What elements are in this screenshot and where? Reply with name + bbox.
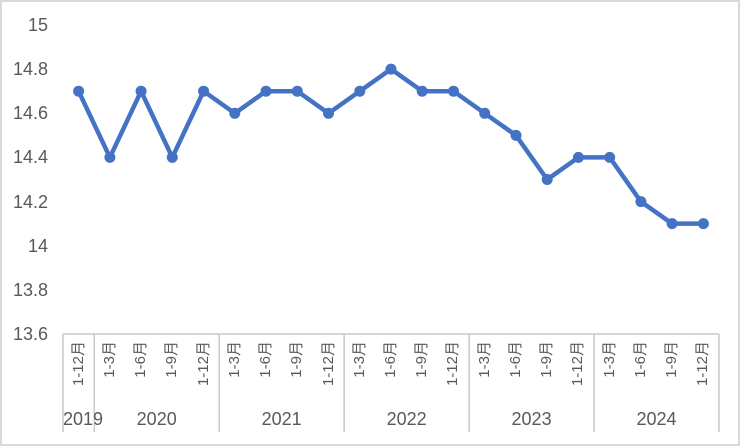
x-axis-month-label: 1-6月 xyxy=(382,341,399,378)
y-axis-tick-label: 14.2 xyxy=(12,191,48,212)
y-axis-tick-label: 14.8 xyxy=(12,59,48,80)
y-axis-tick-label: 15 xyxy=(27,15,48,35)
data-point-marker xyxy=(604,151,616,163)
x-axis-month-label: 1-6月 xyxy=(631,341,649,378)
data-point-marker xyxy=(541,174,553,185)
y-axis-tick-label: 13.6 xyxy=(12,324,48,344)
data-point-marker xyxy=(260,85,272,97)
x-axis-month-label: 1-3月 xyxy=(100,341,118,378)
data-point-marker xyxy=(697,218,709,230)
x-axis-year-label: 2024 xyxy=(636,409,677,429)
data-point-marker xyxy=(135,85,147,97)
data-point-marker xyxy=(666,218,678,230)
y-axis-tick-label: 14.4 xyxy=(12,147,48,168)
data-point-marker xyxy=(323,107,334,119)
y-axis-tick-label: 14 xyxy=(27,235,48,256)
x-axis-month-label: 1-3月 xyxy=(475,341,493,378)
data-point-marker xyxy=(385,63,397,75)
x-axis-year-label: 2022 xyxy=(386,409,427,429)
data-point-marker xyxy=(572,151,584,163)
data-point-marker xyxy=(166,151,178,163)
data-point-marker xyxy=(73,85,85,97)
x-axis-month-label: 1-6月 xyxy=(257,341,275,378)
x-axis-year-label: 2020 xyxy=(136,409,177,429)
data-point-marker xyxy=(354,85,366,97)
y-axis-tick-label: 14.6 xyxy=(12,103,48,124)
x-axis-month-label: 1-12月 xyxy=(69,341,87,387)
data-series-line xyxy=(76,66,706,226)
x-axis-month-label: 1-12月 xyxy=(319,341,337,387)
x-axis-month-label: 1-6月 xyxy=(132,341,150,378)
x-axis-month-label: 1-3月 xyxy=(350,341,368,378)
data-point-marker xyxy=(291,85,303,97)
x-axis-month-label: 1-12月 xyxy=(569,341,587,387)
x-axis-month-label: 1-9月 xyxy=(663,341,681,378)
data-point-marker xyxy=(510,129,522,141)
x-axis-year-label: 2019 xyxy=(63,409,104,429)
data-point-marker xyxy=(479,107,491,119)
x-axis-month-label: 1-12月 xyxy=(444,341,462,387)
y-axis-tick-label: 13.8 xyxy=(12,279,48,300)
x-axis-month-label: 1-12月 xyxy=(694,341,712,387)
x-axis-month-label: 1-6月 xyxy=(506,341,524,378)
x-axis-month-label: 1-9月 xyxy=(538,341,556,378)
data-point-marker xyxy=(448,85,459,97)
x-axis-month-label: 1-3月 xyxy=(225,341,243,378)
data-point-marker xyxy=(635,196,647,208)
x-axis-month-label: 1-3月 xyxy=(600,341,618,378)
x-axis-year-label: 2023 xyxy=(511,409,552,429)
x-axis-month-label: 1-12月 xyxy=(194,341,212,387)
x-axis-month-label: 1-9月 xyxy=(163,341,181,378)
data-point-marker xyxy=(198,85,210,97)
data-point-marker xyxy=(229,107,241,119)
x-axis-month-label: 1-9月 xyxy=(413,341,431,378)
data-point-marker xyxy=(104,151,116,163)
x-axis-year-label: 2021 xyxy=(261,409,302,429)
x-axis-month-label: 1-9月 xyxy=(288,341,306,378)
data-point-marker xyxy=(416,85,428,97)
